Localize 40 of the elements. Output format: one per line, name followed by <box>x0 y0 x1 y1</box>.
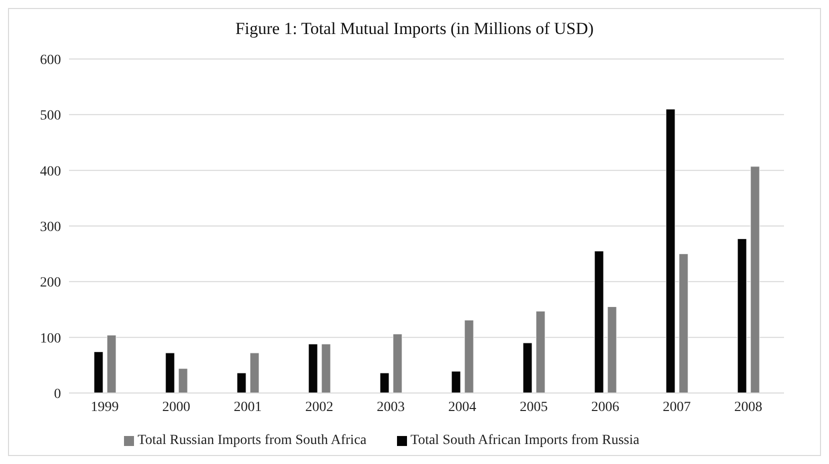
y-tick-label: 400 <box>40 164 61 180</box>
x-tick-label: 2006 <box>591 400 620 415</box>
x-tick-label: 2000 <box>162 400 190 415</box>
y-tick-label: 200 <box>40 276 61 291</box>
x-tick-label: 2002 <box>305 400 334 415</box>
bar <box>308 344 318 393</box>
bar <box>392 334 402 393</box>
y-tick-label: 0 <box>54 386 61 402</box>
bar <box>321 344 331 393</box>
legend-label: Total South African Imports from Russia <box>410 433 640 448</box>
bar <box>380 372 390 393</box>
chart-title: Figure 1: Total Mutual Imports (in Millions of USD) <box>234 19 595 39</box>
x-tick-label: 2001 <box>234 400 262 415</box>
bar <box>750 166 760 393</box>
y-tick-label: 100 <box>40 331 61 346</box>
bar <box>678 254 688 393</box>
y-tick-label: 300 <box>40 220 61 235</box>
bar <box>165 352 175 393</box>
x-tick-label: 2007 <box>662 400 691 415</box>
legend-label: Total Russian Imports from South Africa <box>138 433 366 448</box>
bar <box>236 372 246 393</box>
bar <box>178 368 188 393</box>
x-tick-label: 2005 <box>520 400 548 415</box>
bar <box>522 342 532 393</box>
bar <box>536 310 546 393</box>
x-tick-label: 2004 <box>448 400 476 415</box>
x-tick-label: 1999 <box>90 400 119 415</box>
bar <box>666 108 676 393</box>
bar <box>737 238 747 393</box>
y-tick-label: 600 <box>40 52 61 68</box>
bar <box>106 334 116 393</box>
bar <box>594 250 604 393</box>
x-tick-label: 2008 <box>734 400 762 415</box>
bar <box>464 320 474 393</box>
y-tick-label: 500 <box>40 108 61 124</box>
bar <box>94 352 104 393</box>
bar <box>250 352 260 393</box>
x-tick-label: 2003 <box>376 400 405 415</box>
bar <box>607 306 617 393</box>
bar <box>451 371 461 393</box>
